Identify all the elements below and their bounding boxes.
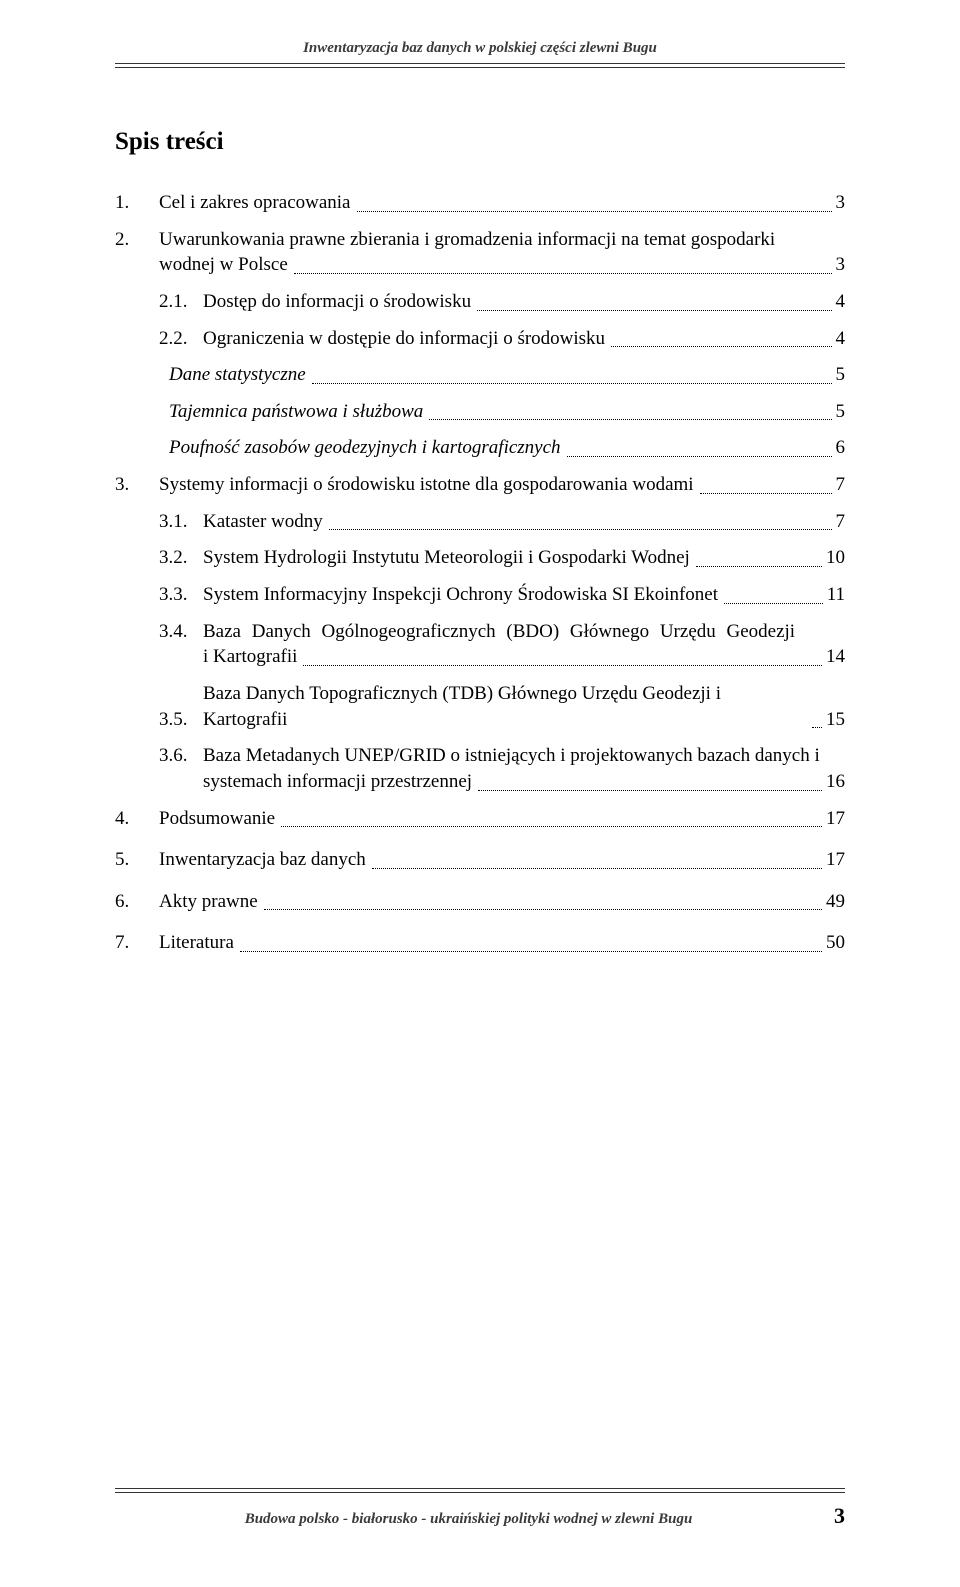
footer-page-number: 3 [834, 1503, 845, 1529]
document-page: Inwentaryzacja baz danych w polskiej czę… [0, 0, 960, 1587]
footer-text: Budowa polsko - białorusko - ukraińskiej… [115, 1511, 822, 1528]
toc-entry-italic: Poufność zasobów geodezyjnych i kartogra… [115, 435, 845, 461]
toc-page: 4 [836, 326, 846, 352]
toc-page: 5 [836, 399, 846, 425]
toc-label: Dostęp do informacji o środowisku [203, 289, 473, 315]
toc-number: 3.2. [159, 545, 203, 571]
toc-page: 5 [836, 362, 846, 388]
toc-entry: 5. Inwentaryzacja baz danych 17 [115, 847, 845, 873]
toc-number: 2. [115, 227, 159, 253]
toc-number: 2.2. [159, 326, 203, 352]
toc-leader [567, 456, 832, 457]
toc-leader [329, 529, 832, 530]
toc-leader [700, 493, 832, 494]
toc-leader [812, 727, 822, 728]
toc-entry-italic: Dane statystyczne 5 [115, 362, 845, 388]
toc-label: Poufność zasobów geodezyjnych i kartogra… [169, 435, 563, 461]
toc-label: Literatura [159, 930, 236, 956]
page-title: Spis treści [115, 128, 845, 156]
toc-label: System Hydrologii Instytutu Meteorologii… [203, 545, 692, 571]
toc-page: 14 [826, 644, 845, 670]
toc-leader [429, 419, 831, 420]
toc-page: 3 [836, 190, 846, 216]
toc-leader [281, 826, 822, 827]
toc-page: 6 [836, 435, 846, 461]
toc-entry: 3.2. System Hydrologii Instytutu Meteoro… [115, 545, 845, 571]
table-of-contents: 1. Cel i zakres opracowania 3 2. Uwarunk… [115, 190, 845, 956]
toc-page: 50 [826, 930, 845, 956]
toc-number: 3. [115, 472, 159, 498]
toc-number: 3.3. [159, 582, 203, 608]
toc-number: 2.1. [159, 289, 203, 315]
toc-label: Podsumowanie [159, 806, 277, 832]
toc-leader [478, 790, 822, 791]
toc-leader [611, 346, 831, 347]
toc-number: 3.4. [159, 619, 203, 645]
toc-page: 16 [826, 769, 845, 795]
toc-label: Kataster wodny [203, 509, 325, 535]
toc-label: System Informacyjny Inspekcji Ochrony Śr… [203, 582, 720, 608]
toc-page: 49 [826, 889, 845, 915]
toc-page: 10 [826, 545, 845, 571]
toc-label-line2: i Kartografii [203, 644, 299, 670]
toc-number: 3.5. [159, 707, 203, 733]
toc-label-line1: Baza Danych Ogólnogeograficznych (BDO) G… [203, 619, 795, 645]
toc-entry: 2.2. Ograniczenia w dostępie do informac… [115, 326, 845, 352]
toc-entry: 7. Literatura 50 [115, 930, 845, 956]
toc-entry: 2.1. Dostęp do informacji o środowisku 4 [115, 289, 845, 315]
toc-entry: 3.3. System Informacyjny Inspekcji Ochro… [115, 582, 845, 608]
toc-number: 3.1. [159, 509, 203, 535]
toc-label-line2: systemach informacji przestrzennej [203, 769, 474, 795]
toc-entry: 3.5. Baza Danych Topograficznych (TDB) G… [115, 681, 845, 732]
toc-leader [240, 951, 822, 952]
toc-leader [294, 273, 832, 274]
page-footer: Budowa polsko - białorusko - ukraińskiej… [115, 1488, 845, 1529]
toc-entry: 6. Akty prawne 49 [115, 889, 845, 915]
toc-page: 7 [836, 509, 846, 535]
toc-page: 7 [836, 472, 846, 498]
running-header: Inwentaryzacja baz danych w polskiej czę… [115, 40, 845, 57]
toc-leader [372, 868, 822, 869]
toc-leader [357, 211, 832, 212]
toc-label: Akty prawne [159, 889, 260, 915]
toc-leader [696, 566, 822, 567]
toc-entry: 3.6. Baza Metadanych UNEP/GRID o istniej… [115, 743, 845, 794]
toc-label-line2: wodnej w Polsce [159, 252, 290, 278]
toc-number: 7. [115, 930, 159, 956]
toc-entry: 3.4. Baza Danych Ogólnogeograficznych (B… [115, 619, 845, 670]
toc-entry: 3.1. Kataster wodny 7 [115, 509, 845, 535]
toc-label: Tajemnica państwowa i służbowa [169, 399, 425, 425]
toc-leader [303, 665, 822, 666]
toc-leader [312, 383, 832, 384]
header-rule [115, 63, 845, 68]
toc-label: Systemy informacji o środowisku istotne … [159, 472, 696, 498]
toc-number: 6. [115, 889, 159, 915]
toc-entry: 3. Systemy informacji o środowisku istot… [115, 472, 845, 498]
toc-page: 11 [827, 582, 845, 608]
toc-number: 5. [115, 847, 159, 873]
toc-number: 1. [115, 190, 159, 216]
toc-label-line1: Uwarunkowania prawne zbierania i gromadz… [159, 227, 775, 253]
toc-leader [477, 310, 831, 311]
toc-entry: 4. Podsumowanie 17 [115, 806, 845, 832]
toc-entry: 2. Uwarunkowania prawne zbierania i grom… [115, 227, 845, 278]
toc-leader [264, 909, 822, 910]
toc-page: 3 [836, 252, 846, 278]
toc-label-line1: Baza Metadanych UNEP/GRID o istniejących… [203, 743, 820, 769]
toc-page: 17 [826, 806, 845, 832]
toc-leader [724, 603, 823, 604]
toc-page: 4 [836, 289, 846, 315]
toc-label: Cel i zakres opracowania [159, 190, 353, 216]
toc-label: Ograniczenia w dostępie do informacji o … [203, 326, 607, 352]
toc-entry-italic: Tajemnica państwowa i służbowa 5 [115, 399, 845, 425]
toc-number: 4. [115, 806, 159, 832]
toc-page: 17 [826, 847, 845, 873]
toc-label: Dane statystyczne [169, 362, 308, 388]
toc-number: 3.6. [159, 743, 203, 769]
toc-label: Baza Danych Topograficznych (TDB) Główne… [203, 681, 808, 732]
toc-label: Inwentaryzacja baz danych [159, 847, 368, 873]
toc-page: 15 [826, 707, 845, 733]
toc-entry: 1. Cel i zakres opracowania 3 [115, 190, 845, 216]
